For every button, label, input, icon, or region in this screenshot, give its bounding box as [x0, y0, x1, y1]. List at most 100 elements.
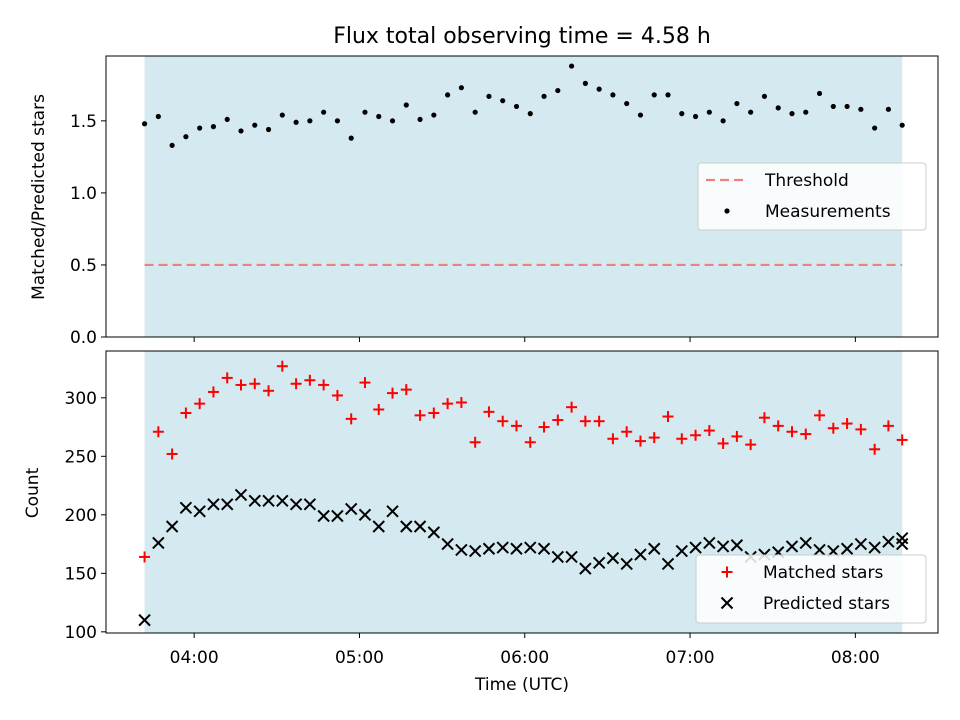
legend-measurements-swatch — [724, 208, 730, 214]
measurement-point — [210, 124, 217, 130]
top-panel: 0.0 0.5 1.0 1.5 Matched/Predicted stars Thr… — [29, 55, 939, 348]
predicted-star-point — [372, 520, 385, 533]
x-axis-label: Time (UTC) — [474, 675, 569, 695]
measurement-point — [238, 128, 244, 134]
matched-star-point — [152, 426, 164, 438]
matched-star-point — [235, 379, 247, 391]
predicted-star-point — [482, 542, 496, 555]
measurement-point — [624, 100, 630, 107]
matched-star-point — [855, 423, 867, 435]
y-tick-label: 0.0 — [70, 328, 97, 348]
predicted-star-point — [730, 539, 744, 552]
predicted-star-point — [565, 550, 578, 564]
measurement-point — [141, 121, 148, 127]
matched-star-point — [387, 387, 399, 399]
legend-threshold-label: Threshold — [764, 171, 849, 191]
measurement-point — [445, 92, 451, 98]
measurement-point — [348, 135, 354, 141]
top-legend: Threshold Measurements — [697, 162, 927, 231]
predicted-star-point — [207, 498, 220, 511]
matched-star-point — [745, 439, 757, 451]
matched-star-point — [497, 415, 509, 427]
predicted-star-point — [386, 505, 399, 518]
predicted-star-point — [331, 509, 344, 523]
measurement-point — [596, 86, 602, 92]
matched-star-point — [263, 385, 275, 397]
bottom-plot-frame — [105, 350, 939, 634]
bottom-y-axis: 100 150 200 250 300 — [65, 389, 106, 643]
predicted-star-point — [634, 548, 647, 561]
predicted-star-point — [620, 557, 633, 571]
predicted-star-point — [400, 520, 413, 533]
predicted-star-point — [675, 544, 688, 558]
measurement-point — [513, 103, 520, 110]
predicted-star-point — [510, 542, 523, 555]
measurement-point — [321, 109, 327, 115]
measurement-point — [279, 112, 285, 118]
measurement-point — [486, 93, 492, 99]
measurement-point — [665, 92, 671, 98]
matched-star-point — [207, 386, 219, 398]
predicted-star-point — [537, 542, 551, 555]
matched-star-point — [414, 409, 426, 421]
measurement-point — [858, 106, 864, 112]
predicted-star-point — [303, 498, 317, 511]
matched-star-point — [249, 378, 261, 390]
predicted-star-point — [868, 541, 881, 554]
predicted-star-point — [441, 537, 454, 551]
predicted-star-point — [840, 542, 854, 555]
matched-star-point — [772, 420, 784, 432]
matched-star-point — [221, 372, 233, 384]
measurement-point — [706, 109, 712, 115]
measurement-point — [403, 102, 409, 108]
matched-star-point — [290, 378, 302, 390]
bottom-y-axis-label: Count — [23, 467, 43, 518]
measurement-point — [500, 98, 506, 104]
measurement-point — [527, 111, 533, 117]
predicted-star-point — [455, 543, 468, 557]
legend-predicted-label: Predicted stars — [763, 594, 890, 614]
measurement-point — [169, 142, 175, 148]
measurement-point — [458, 85, 464, 91]
matched-star-point — [304, 374, 316, 386]
measurement-point — [224, 116, 230, 123]
predicted-star-point — [427, 526, 441, 539]
predicted-star-point — [317, 509, 330, 523]
matched-star-point — [703, 425, 715, 437]
measurement-point — [155, 113, 161, 120]
matched-star-point — [180, 407, 192, 419]
measurement-point — [679, 111, 685, 117]
matched-star-point — [676, 433, 688, 445]
matched-star-point — [166, 448, 178, 460]
predicted-star-point — [276, 494, 289, 507]
x-tick-label: 05:00 — [335, 648, 384, 668]
matched-star-point — [428, 407, 440, 419]
predicted-star-point — [248, 494, 261, 507]
measurement-point — [265, 126, 272, 133]
measurement-point — [651, 92, 657, 98]
measurement-point — [472, 109, 478, 115]
matched-star-point — [690, 429, 702, 441]
x-tick-label: 06:00 — [500, 648, 549, 668]
predicted-star-point — [813, 543, 826, 557]
matched-star-point — [758, 412, 770, 424]
matched-star-point — [194, 398, 206, 410]
matched-star-point — [442, 398, 454, 410]
predicted-star-point — [234, 488, 248, 502]
matched-star-point — [373, 404, 385, 416]
matched-star-point — [455, 396, 467, 408]
predicted-star-point — [703, 536, 716, 550]
y-tick-label: 300 — [65, 389, 97, 409]
top-x-ticks — [193, 337, 856, 342]
matched-star-point — [607, 433, 619, 445]
matched-star-point — [621, 426, 633, 438]
predicted-star-point — [882, 535, 895, 548]
matched-star-point — [469, 436, 481, 448]
measurement-point — [885, 106, 892, 112]
measurement-point — [720, 118, 726, 124]
bottom-legend: Matched stars Predicted stars — [695, 554, 927, 624]
predicted-star-point — [152, 536, 165, 550]
measurement-point — [252, 122, 258, 128]
measurement-point — [748, 109, 754, 115]
